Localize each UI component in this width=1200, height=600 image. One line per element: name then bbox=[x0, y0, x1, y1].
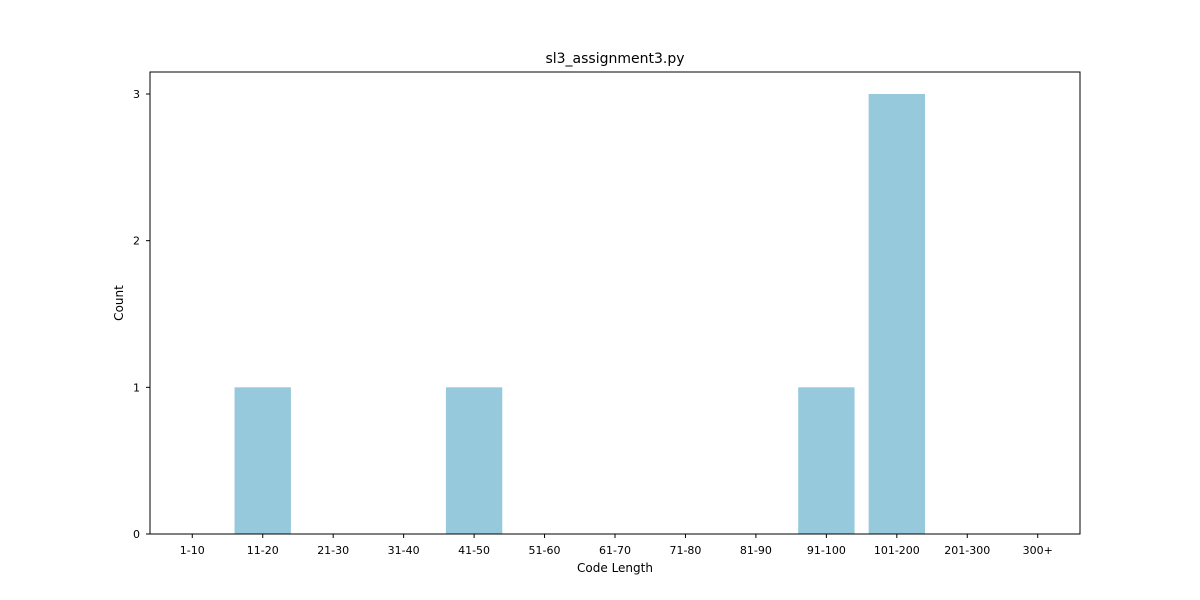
y-tick-label: 2 bbox=[133, 235, 140, 248]
x-tick-label: 71-80 bbox=[669, 544, 701, 557]
chart-title: sl3_assignment3.py bbox=[545, 51, 684, 67]
y-tick-label: 3 bbox=[133, 88, 140, 101]
bar-41-50 bbox=[445, 387, 503, 534]
x-tick-label: 201-300 bbox=[944, 544, 990, 557]
bar-11-20 bbox=[234, 387, 291, 534]
x-tick-label: 21-30 bbox=[317, 544, 349, 557]
x-tick-label: 81-90 bbox=[740, 544, 772, 557]
x-tick-label: 91-100 bbox=[807, 544, 846, 557]
x-tick-label: 31-40 bbox=[388, 544, 420, 557]
x-axis-label: Code Length bbox=[577, 561, 653, 575]
x-tick-label: 101-200 bbox=[874, 544, 920, 557]
x-tick-label: 11-20 bbox=[247, 544, 279, 557]
y-axis-label: Count bbox=[112, 285, 126, 321]
y-axis-ticks: 0 1 2 3 bbox=[133, 88, 150, 541]
y-tick-label: 1 bbox=[133, 381, 140, 394]
bars-group bbox=[234, 94, 925, 534]
x-tick-label: 41-50 bbox=[458, 544, 490, 557]
bar-101-200 bbox=[868, 94, 925, 534]
x-axis-ticks: 1-10 11-20 21-30 31-40 41-50 51-60 61-70 71-80 8… bbox=[180, 534, 1053, 557]
bar-91-100 bbox=[798, 387, 855, 534]
x-tick-label: 51-60 bbox=[529, 544, 561, 557]
y-tick-label: 0 bbox=[133, 528, 140, 541]
x-tick-label: 300+ bbox=[1023, 544, 1053, 557]
x-tick-label: 61-70 bbox=[599, 544, 631, 557]
x-tick-label: 1-10 bbox=[180, 544, 205, 557]
